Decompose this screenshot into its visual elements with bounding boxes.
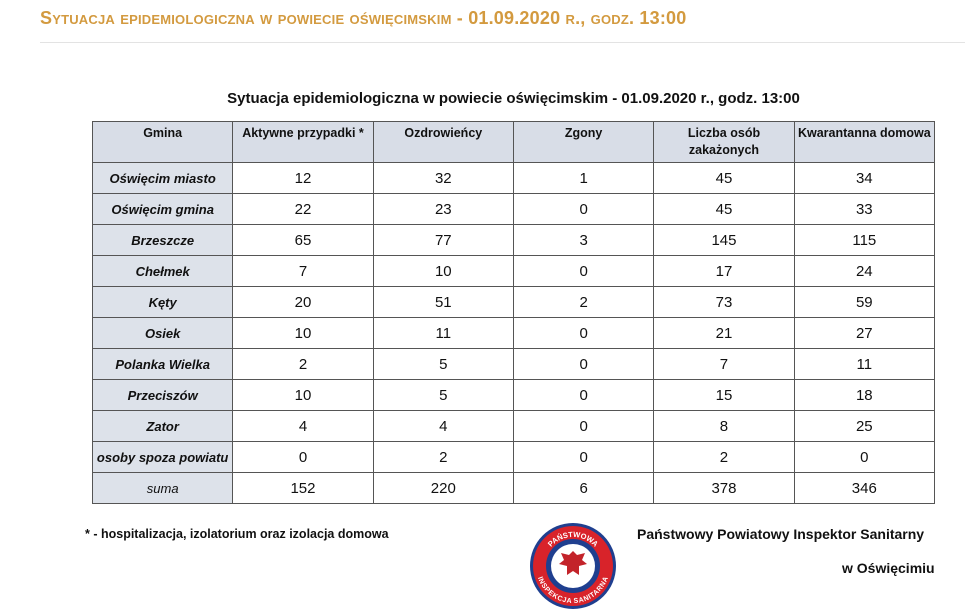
cell: 45 — [653, 162, 795, 194]
row-label: Przeciszów — [91, 379, 234, 411]
row-label: Chełmek — [91, 255, 234, 287]
signature-line: w Oświęcimiu — [842, 560, 935, 576]
cell: 10 — [232, 379, 374, 411]
cell: 59 — [793, 286, 936, 318]
cell: 0 — [232, 441, 374, 473]
cell: 10 — [372, 255, 514, 287]
cell: 6 — [512, 472, 655, 504]
cell: 0 — [512, 317, 655, 349]
cell: 10 — [232, 317, 374, 349]
row-label: Polanka Wielka — [91, 348, 234, 380]
logo: PAŃSTWOWA INSPEKCJA SANITARNA — [530, 523, 616, 609]
footnote: * - hospitalizacja, izolatorium oraz izo… — [85, 527, 389, 541]
cell: 24 — [793, 255, 936, 287]
total-row: suma 152 220 6 378 346 — [91, 472, 936, 504]
table-row: Oświęcim miasto 12 32 1 45 34 — [91, 162, 936, 194]
cell: 5 — [372, 379, 514, 411]
row-label: Osiek — [91, 317, 234, 349]
cell: 0 — [512, 410, 655, 442]
table-row: Przeciszów 10 5 0 15 18 — [91, 379, 936, 411]
header-row: Gmina Aktywne przypadki * Ozdrowieńcy Zgony… — [91, 121, 936, 163]
cell: 22 — [232, 193, 374, 225]
column-header: Kwarantanna domowa — [793, 121, 936, 163]
cell: 4 — [372, 410, 514, 442]
column-header: Ozdrowieńcy — [372, 121, 514, 163]
row-label: Brzeszcze — [91, 224, 234, 256]
row-label: Kęty — [91, 286, 234, 318]
cell: 4 — [232, 410, 374, 442]
cell: 45 — [653, 193, 795, 225]
table-row: Oświęcim gmina 22 23 0 45 33 — [91, 193, 936, 225]
cell: 2 — [232, 348, 374, 380]
cell: 145 — [653, 224, 795, 256]
table-row: osoby spoza powiatu 0 2 0 2 0 — [91, 441, 936, 473]
row-label: Zator — [91, 410, 234, 442]
cell: 2 — [512, 286, 655, 318]
cell: 8 — [653, 410, 795, 442]
cell: 12 — [232, 162, 374, 194]
cell: 0 — [512, 193, 655, 225]
cell: 1 — [512, 162, 655, 194]
cell: 7 — [232, 255, 374, 287]
cell: 11 — [793, 348, 936, 380]
cell: 378 — [653, 472, 795, 504]
table-row: Osiek 10 11 0 21 27 — [91, 317, 936, 349]
cell: 25 — [793, 410, 936, 442]
column-header: Aktywne przypadki * — [232, 121, 374, 163]
signature-line: Państwowy Powiatowy Inspektor Sanitarny — [637, 526, 925, 542]
cell: 5 — [372, 348, 514, 380]
cell: 2 — [372, 441, 514, 473]
column-header: Liczba osób zakażonych — [653, 121, 795, 163]
table-row: Chełmek 7 10 0 17 24 — [91, 255, 936, 287]
cell: 27 — [793, 317, 936, 349]
cell: 0 — [512, 441, 655, 473]
cell: 18 — [793, 379, 936, 411]
cell: 15 — [653, 379, 795, 411]
cell: 115 — [793, 224, 936, 256]
cell: 34 — [793, 162, 936, 194]
divider — [40, 42, 965, 43]
cell: 73 — [653, 286, 795, 318]
row-label: Oświęcim gmina — [91, 193, 234, 225]
cell: 3 — [512, 224, 655, 256]
table-row: Kęty 20 51 2 73 59 — [91, 286, 936, 318]
data-table: Gmina Aktywne przypadki * Ozdrowieńcy Zgony… — [91, 121, 936, 504]
row-label: Oświęcim miasto — [91, 162, 234, 194]
table-caption: Sytuacja epidemiologiczna w powiecie ośw… — [227, 90, 800, 107]
row-label: osoby spoza powiatu — [91, 441, 234, 473]
table-row: Polanka Wielka 2 5 0 7 11 — [91, 348, 936, 380]
cell: 220 — [372, 472, 514, 504]
table-row: Brzeszcze 65 77 3 145 115 — [91, 224, 936, 256]
cell: 20 — [232, 286, 374, 318]
cell: 152 — [232, 472, 374, 504]
cell: 0 — [793, 441, 936, 473]
cell: 51 — [372, 286, 514, 318]
table-body: Oświęcim miasto 12 32 1 45 34 Oświęcim gmina 22… — [91, 162, 936, 504]
row-label: suma — [91, 472, 234, 504]
cell: 7 — [653, 348, 795, 380]
cell: 2 — [653, 441, 795, 473]
table-row: Zator 4 4 0 8 25 — [91, 410, 936, 442]
cell: 21 — [653, 317, 795, 349]
cell: 65 — [232, 224, 374, 256]
cell: 346 — [793, 472, 936, 504]
cell: 0 — [512, 255, 655, 287]
cell: 23 — [372, 193, 514, 225]
page-title: Sytuacja epidemiologiczna w powiecie ośw… — [40, 8, 687, 28]
cell: 0 — [512, 348, 655, 380]
column-header: Zgony — [512, 121, 655, 163]
column-header: Gmina — [91, 121, 234, 163]
cell: 77 — [372, 224, 514, 256]
cell: 0 — [512, 379, 655, 411]
cell: 32 — [372, 162, 514, 194]
cell: 33 — [793, 193, 936, 225]
cell: 17 — [653, 255, 795, 287]
cell: 11 — [372, 317, 514, 349]
